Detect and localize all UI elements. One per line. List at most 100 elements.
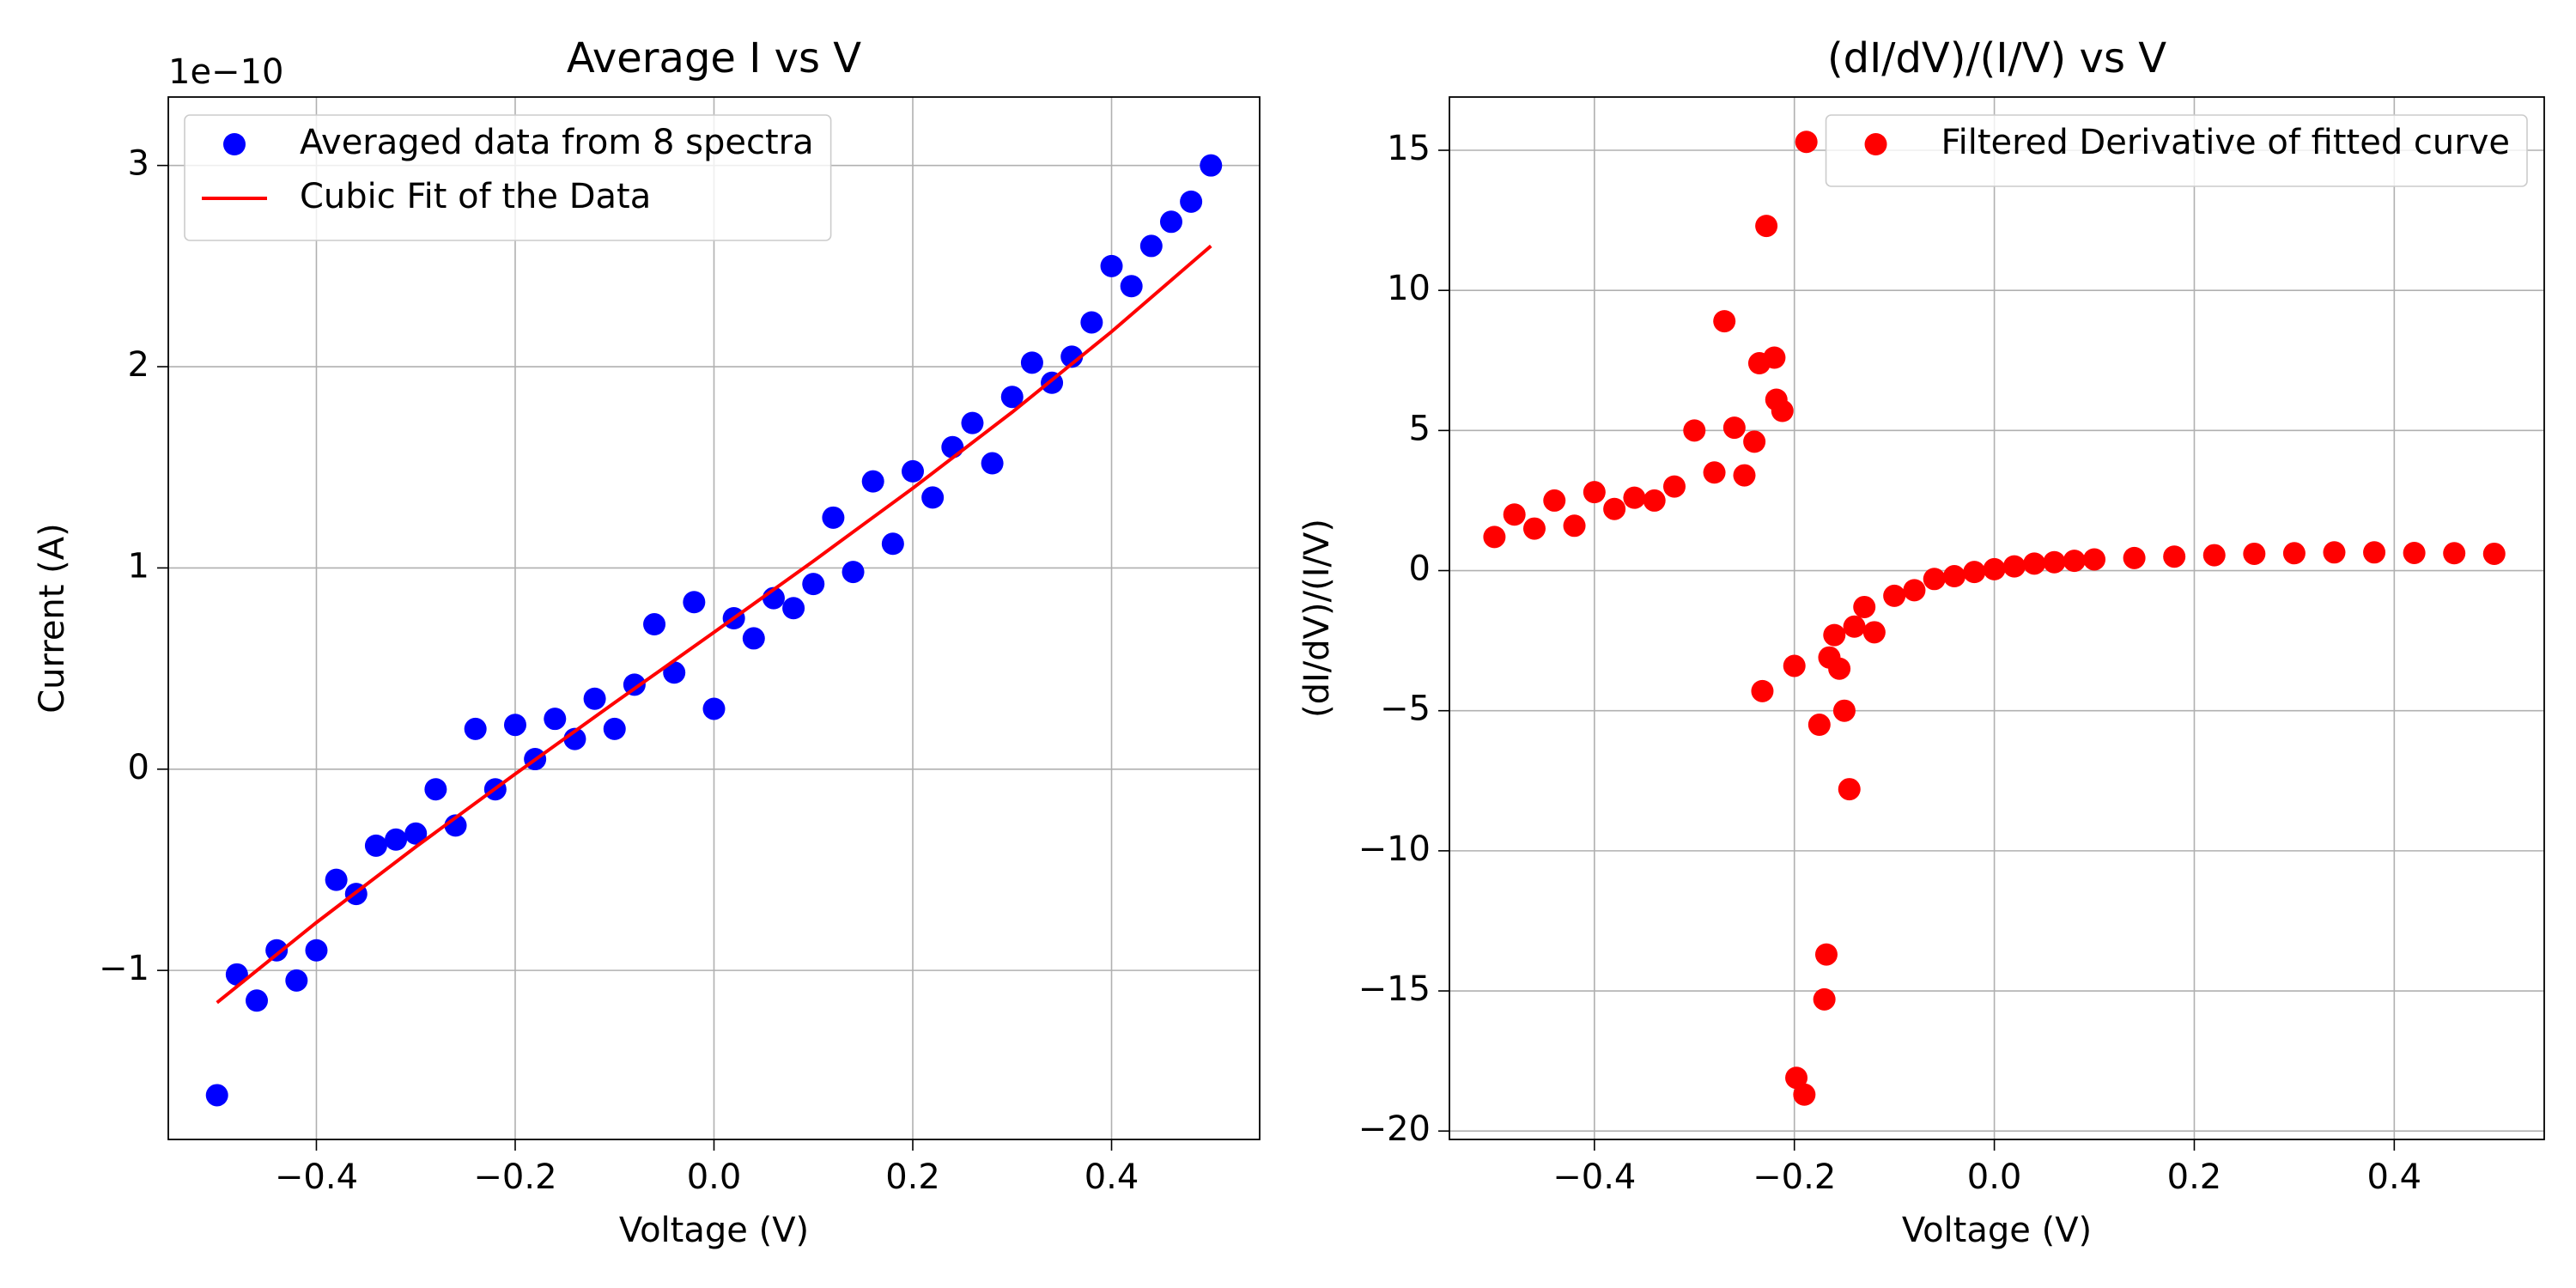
- data-point: [1853, 595, 1876, 618]
- data-point: [1793, 1083, 1816, 1106]
- data-point: [285, 969, 308, 992]
- data-point: [1100, 254, 1123, 277]
- data-point: [2482, 542, 2506, 565]
- data-point: [841, 561, 865, 584]
- data-point: [2023, 552, 2046, 575]
- data-point: [1923, 568, 1946, 591]
- data-point: [1159, 210, 1182, 234]
- data-point: [424, 778, 447, 801]
- legend-marker: [1864, 133, 1887, 155]
- data-point: [961, 411, 984, 434]
- data-point: [2363, 541, 2386, 564]
- data-point: [404, 822, 428, 845]
- legend: Filtered Derivative of fitted curve: [1825, 114, 2528, 187]
- x-tick-label: −0.2: [473, 1157, 556, 1197]
- legend-frame: [184, 114, 832, 241]
- data-point: [1838, 778, 1861, 801]
- data-point: [1903, 579, 1926, 602]
- data-point: [782, 597, 805, 620]
- y-tick-label: 1: [128, 546, 149, 586]
- data-point: [1771, 399, 1794, 422]
- y-tick-label: 0: [128, 748, 149, 787]
- data-point: [603, 717, 626, 740]
- data-point: [1713, 310, 1736, 333]
- data-point: [1832, 699, 1856, 722]
- data-point: [503, 714, 526, 737]
- data-point: [325, 868, 348, 891]
- x-tick-label: 0.2: [885, 1157, 940, 1197]
- data-point: [1963, 561, 1986, 584]
- y-tick-label: −1: [99, 949, 149, 988]
- data-point: [1743, 430, 1766, 453]
- data-point: [1080, 311, 1103, 334]
- data-point: [802, 573, 825, 596]
- data-point: [2403, 541, 2426, 564]
- x-tick-label: 0.0: [1967, 1157, 2022, 1197]
- data-point: [583, 687, 606, 710]
- data-point: [205, 1084, 228, 1107]
- y-tick-label: 2: [128, 345, 149, 385]
- data-point: [246, 989, 269, 1012]
- y-axis-label: (dI/dV)/(I/V): [1297, 519, 1337, 718]
- data-point: [2002, 555, 2026, 578]
- data-point: [1563, 514, 1586, 538]
- data-point: [2163, 545, 2186, 568]
- data-point: [2123, 546, 2146, 569]
- data-point: [1200, 154, 1223, 177]
- axes-frame: [1449, 96, 2545, 1140]
- data-point: [1751, 679, 1774, 702]
- data-point: [981, 452, 1004, 475]
- data-point: [1503, 503, 1526, 526]
- data-point: [643, 613, 666, 636]
- data-point: [1583, 481, 1606, 504]
- data-point: [2282, 542, 2306, 565]
- data-point: [464, 717, 487, 740]
- y-tick-label: 3: [128, 144, 149, 184]
- y-tick-label: −15: [1358, 969, 1431, 1009]
- x-tick-label: 0.2: [2167, 1157, 2222, 1197]
- data-point: [1522, 517, 1546, 540]
- y-tick-label: −5: [1380, 690, 1431, 729]
- data-point: [544, 708, 567, 731]
- data-point: [1683, 419, 1706, 442]
- data-point: [663, 661, 686, 684]
- y-tick-label: 5: [1409, 409, 1431, 448]
- data-point: [1139, 234, 1163, 258]
- data-point: [1703, 461, 1726, 484]
- y-tick-label: −10: [1358, 829, 1431, 869]
- y-axis-label: Current (A): [33, 523, 72, 714]
- data-point: [1883, 584, 1906, 607]
- data-point: [822, 506, 845, 529]
- data-point: [1623, 486, 1646, 509]
- data-point: [2323, 541, 2346, 564]
- data-point: [1603, 497, 1626, 520]
- chart-title: Average I vs V: [567, 34, 861, 82]
- chart-title: (dI/dV)/(I/V) vs V: [1827, 34, 2166, 82]
- data-point: [1828, 657, 1851, 680]
- data-point: [1733, 464, 1756, 487]
- data-point: [1483, 526, 1506, 549]
- data-point: [1120, 275, 1143, 298]
- x-tick-label: −0.4: [1552, 1157, 1636, 1197]
- y-tick-label: 0: [1409, 550, 1431, 589]
- data-point: [1823, 623, 1846, 647]
- data-point: [1983, 557, 2006, 580]
- axes-frame: [167, 96, 1261, 1140]
- data-point: [1862, 621, 1886, 644]
- data-point: [1755, 215, 1778, 238]
- data-point: [1722, 416, 1746, 440]
- x-tick-label: 0.4: [1084, 1157, 1139, 1197]
- data-point: [1060, 345, 1084, 368]
- data-point: [1785, 1066, 1808, 1090]
- data-point: [2083, 548, 2106, 571]
- legend-frame: [1825, 114, 2528, 187]
- data-point: [305, 939, 328, 962]
- x-axis-label: Voltage (V): [619, 1211, 809, 1250]
- data-point: [1783, 654, 1806, 677]
- data-point: [385, 828, 408, 851]
- data-point: [1795, 131, 1818, 154]
- data-point: [623, 673, 646, 696]
- data-point: [364, 834, 387, 857]
- data-point: [2063, 550, 2086, 573]
